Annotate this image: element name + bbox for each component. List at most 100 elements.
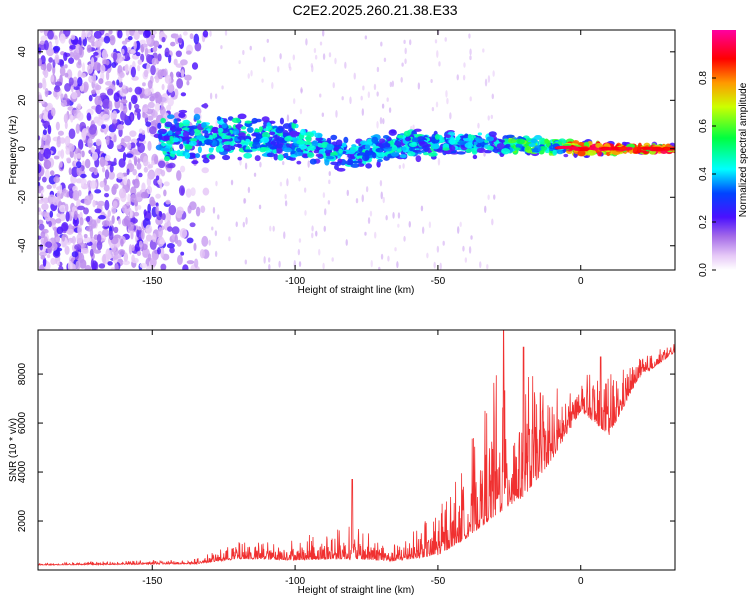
spectrogram-blob — [195, 206, 201, 217]
spectrogram-blob — [157, 247, 161, 255]
spectrogram-blob — [400, 76, 403, 83]
spectrogram-blob — [315, 153, 323, 158]
spectrogram-blob — [63, 93, 68, 102]
spectrogram-blob — [409, 146, 416, 152]
spectrogram-blob — [176, 170, 182, 181]
spectrogram-blob — [431, 143, 440, 150]
spectrogram-blob — [84, 195, 92, 206]
spectrogram-blob — [43, 159, 52, 170]
spectrogram-blob — [89, 167, 97, 173]
spectrogram-blob — [112, 200, 118, 208]
spectrogram-blob — [307, 152, 315, 158]
spectrogram-blob — [163, 156, 170, 162]
spectrogram-blob — [177, 254, 183, 265]
spectrogram-blob — [496, 142, 505, 150]
spectrogram-blob — [193, 258, 199, 269]
spectrogram-blob — [469, 48, 472, 56]
spectrogram-blob — [72, 76, 79, 87]
spectrogram-blob — [93, 62, 102, 71]
spectrogram-blob — [140, 191, 148, 199]
spectrogram-blob — [487, 75, 491, 83]
spectrogram-blob — [196, 135, 205, 140]
spectrogram-blob — [145, 53, 152, 64]
spectrogram-blob — [38, 58, 43, 67]
spectrogram-blob — [128, 87, 133, 93]
spectrogram-blob — [46, 62, 52, 72]
spectrogram-blob — [286, 178, 289, 187]
spectrogram-blob — [292, 54, 296, 61]
spectrogram-blob — [180, 69, 185, 79]
spectrogram-blob — [120, 238, 124, 247]
spectrogram-blob — [84, 264, 92, 270]
spectrogram-blob — [90, 146, 96, 153]
spectrogram-blob — [128, 101, 132, 111]
spectrogram-blob — [289, 66, 292, 71]
spectrogram-blob — [109, 34, 116, 46]
spectrogram-blob — [120, 137, 125, 145]
spectrogram-blob — [355, 198, 359, 204]
spectrogram-blob — [381, 103, 385, 109]
spectrogram-blob — [364, 141, 373, 146]
spectrogram-blob — [62, 188, 67, 194]
spectrogram-blob — [370, 260, 373, 268]
spectrogram-blob — [193, 113, 201, 121]
spectrogram-blob — [52, 226, 58, 231]
spectrogram-blob — [186, 80, 190, 86]
spectrogram-blob — [459, 135, 469, 139]
spectrogram-blob — [136, 162, 142, 170]
spectrogram-blob — [77, 70, 82, 80]
spectrogram-blob — [321, 30, 325, 37]
spectrogram-blob — [117, 64, 123, 75]
spectrogram-blob — [490, 114, 494, 120]
spectrogram-blob — [209, 92, 213, 100]
spectrogram-blob — [52, 196, 59, 206]
spectrogram-blob — [133, 155, 138, 166]
spectrogram-blob — [95, 84, 102, 91]
spectrogram-blob — [209, 30, 212, 37]
spectrogram-blob — [124, 52, 130, 61]
spectrogram-blob — [625, 146, 634, 150]
spectrogram-blob — [76, 103, 82, 110]
spectrogram-blob — [324, 208, 327, 216]
spectrogram-blob — [167, 82, 174, 93]
spectrogram-blob — [315, 230, 318, 237]
spectrogram-blob — [111, 206, 117, 215]
spectrogram-blob — [149, 30, 157, 35]
spectrogram-blob — [470, 235, 473, 240]
spectrogram-blob — [182, 264, 189, 270]
spectrogram-blob — [142, 82, 146, 87]
spectrogram-blob — [70, 115, 74, 123]
spectrogram-blob — [134, 103, 140, 110]
spectrogram-blob — [199, 248, 206, 259]
spectrogram-blob — [160, 117, 166, 124]
spectrogram-blob — [47, 246, 53, 254]
spectrogram-blob — [334, 57, 337, 65]
spectrogram-blob — [96, 240, 103, 251]
spectrogram-blob — [367, 217, 371, 224]
spectrogram-blob — [573, 147, 581, 151]
spectrogram-blob — [40, 255, 46, 260]
spectrogram-blob — [214, 230, 218, 237]
spectrogram-blob — [194, 132, 202, 137]
spectrogram-blob — [315, 136, 323, 142]
spectrogram-blob — [64, 72, 69, 78]
spectrogram-blob — [118, 218, 122, 225]
spectrogram-blob — [104, 81, 113, 86]
spectrogram-blob — [38, 163, 42, 174]
spectrogram-blob — [365, 186, 369, 193]
spectrogram-blob — [299, 108, 303, 115]
spectrogram-blob — [139, 262, 148, 269]
spectrogram-blob — [197, 146, 202, 154]
spectrogram-blob — [69, 44, 77, 50]
spectrogram-blob — [245, 216, 248, 225]
spectrogram-blob — [314, 54, 318, 60]
spectrogram-blob — [134, 86, 143, 95]
spectrogram-blob — [112, 52, 118, 61]
spectrogram-blob — [352, 160, 362, 164]
spectrogram-blob — [376, 66, 380, 73]
spectrogram-blob — [61, 222, 69, 232]
spectrogram-blob — [282, 123, 292, 130]
spectrogram-blob — [103, 127, 108, 135]
spectrogram-blob — [60, 99, 68, 107]
spectrogram-blob — [530, 138, 538, 144]
